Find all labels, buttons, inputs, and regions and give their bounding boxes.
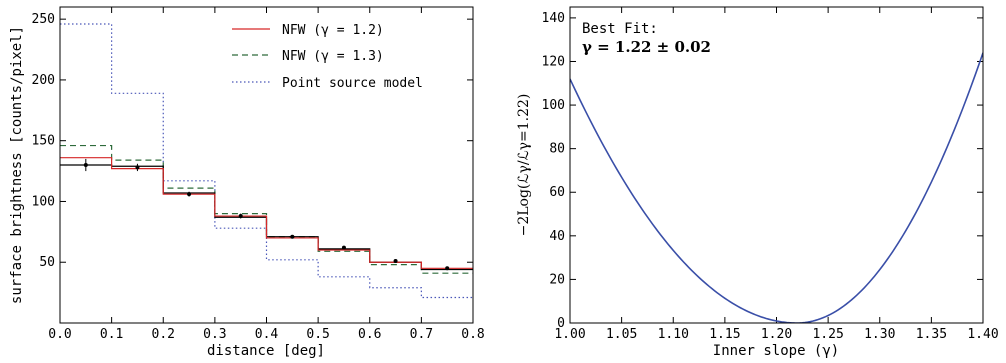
right-y-tick-label: 140 (542, 11, 565, 26)
right-x-tick-label: 1.30 (864, 327, 895, 342)
left-x-tick-label: 0.5 (306, 327, 329, 342)
left-legend: NFW (γ = 1.2) NFW (γ = 1.3) Point source… (232, 23, 423, 91)
right-x-tick-label: 1.15 (709, 327, 740, 342)
left-panel: 0.0 0.1 0.2 0.3 0.4 0.5 0.6 0.7 0.8 50 100 150 200 2… (9, 6, 485, 359)
left-y-tick-label: 150 (32, 134, 55, 149)
data-point (238, 214, 243, 219)
legend-label-point-source: Point source model (282, 76, 423, 91)
right-x-tick-label: 1.25 (812, 327, 843, 342)
left-series-group (60, 23, 473, 299)
right-panel: 1.00 1.05 1.10 1.15 1.20 1.25 1.30 1.35 1.40 0 20… (516, 6, 999, 359)
data-point (187, 192, 192, 197)
right-x-tick-label: 1.00 (554, 327, 585, 342)
left-y-tick-label: 100 (32, 194, 55, 209)
left-x-axis-label: distance [deg] (207, 343, 325, 359)
right-y-tick-label: 60 (549, 185, 565, 200)
right-y-tick-labels: 0 20 40 60 80 100 120 140 (542, 11, 565, 331)
right-y-tick-label: 120 (542, 54, 565, 69)
right-y-tick-label: 80 (549, 142, 565, 157)
right-y-axis-label: −2Log(ℒγ/ℒγ=1.22) (516, 94, 532, 237)
data-point (135, 165, 140, 170)
right-y-tick-label: 0 (557, 316, 565, 331)
left-x-tick-labels: 0.0 0.1 0.2 0.3 0.4 0.5 0.6 0.7 0.8 (48, 327, 484, 342)
left-x-tick-label: 0.4 (255, 327, 279, 342)
left-y-tick-labels: 50 100 150 200 250 (32, 12, 55, 270)
left-series-step-3 (60, 23, 473, 299)
legend-label-nfw-1-2: NFW (γ = 1.2) (282, 23, 384, 38)
right-x-tick-labels: 1.00 1.05 1.10 1.15 1.20 1.25 1.30 1.35 1.40 (554, 327, 998, 342)
left-x-tick-label: 0.0 (48, 327, 71, 342)
right-x-axis-label: Inner slope (γ) (713, 343, 839, 359)
right-y-tick-label: 100 (542, 98, 565, 113)
data-point (83, 163, 88, 167)
best-fit-value: γ = 1.22 ± 0.02 (582, 38, 711, 56)
right-x-tick-label: 1.10 (658, 327, 689, 342)
left-y-tick-label: 250 (32, 12, 55, 27)
left-y-axis-label: surface brightness [counts/pixel] (9, 26, 25, 304)
right-y-tick-label: 20 (549, 272, 565, 287)
left-data-points (83, 158, 450, 271)
left-series-step-2 (60, 144, 473, 274)
right-plot-frame (569, 6, 984, 324)
left-x-tick-label: 0.8 (461, 327, 484, 342)
left-x-tick-label: 0.3 (203, 327, 226, 342)
right-y-tick-label: 40 (549, 229, 565, 244)
left-series-step-1 (60, 157, 473, 269)
right-x-tick-label: 1.05 (606, 327, 637, 342)
data-point (445, 266, 450, 271)
right-x-tick-label: 1.40 (967, 327, 998, 342)
right-x-tick-label: 1.20 (761, 327, 792, 342)
left-plot-frame (59, 6, 474, 324)
legend-label-nfw-1-3: NFW (γ = 1.3) (282, 49, 384, 64)
data-point (341, 245, 346, 250)
left-x-tick-label: 0.6 (358, 327, 381, 342)
data-point (290, 234, 295, 239)
best-fit-title: Best Fit: (582, 21, 658, 37)
left-y-tick-label: 200 (32, 73, 55, 88)
right-curve-group (570, 52, 983, 323)
left-x-tick-label: 0.2 (152, 327, 175, 342)
data-point (393, 259, 398, 264)
right-x-tick-label: 1.35 (916, 327, 947, 342)
left-x-tick-label: 0.1 (100, 327, 123, 342)
left-x-tick-label: 0.7 (410, 327, 433, 342)
left-y-tick-label: 50 (39, 255, 55, 270)
likelihood-curve (570, 52, 983, 323)
